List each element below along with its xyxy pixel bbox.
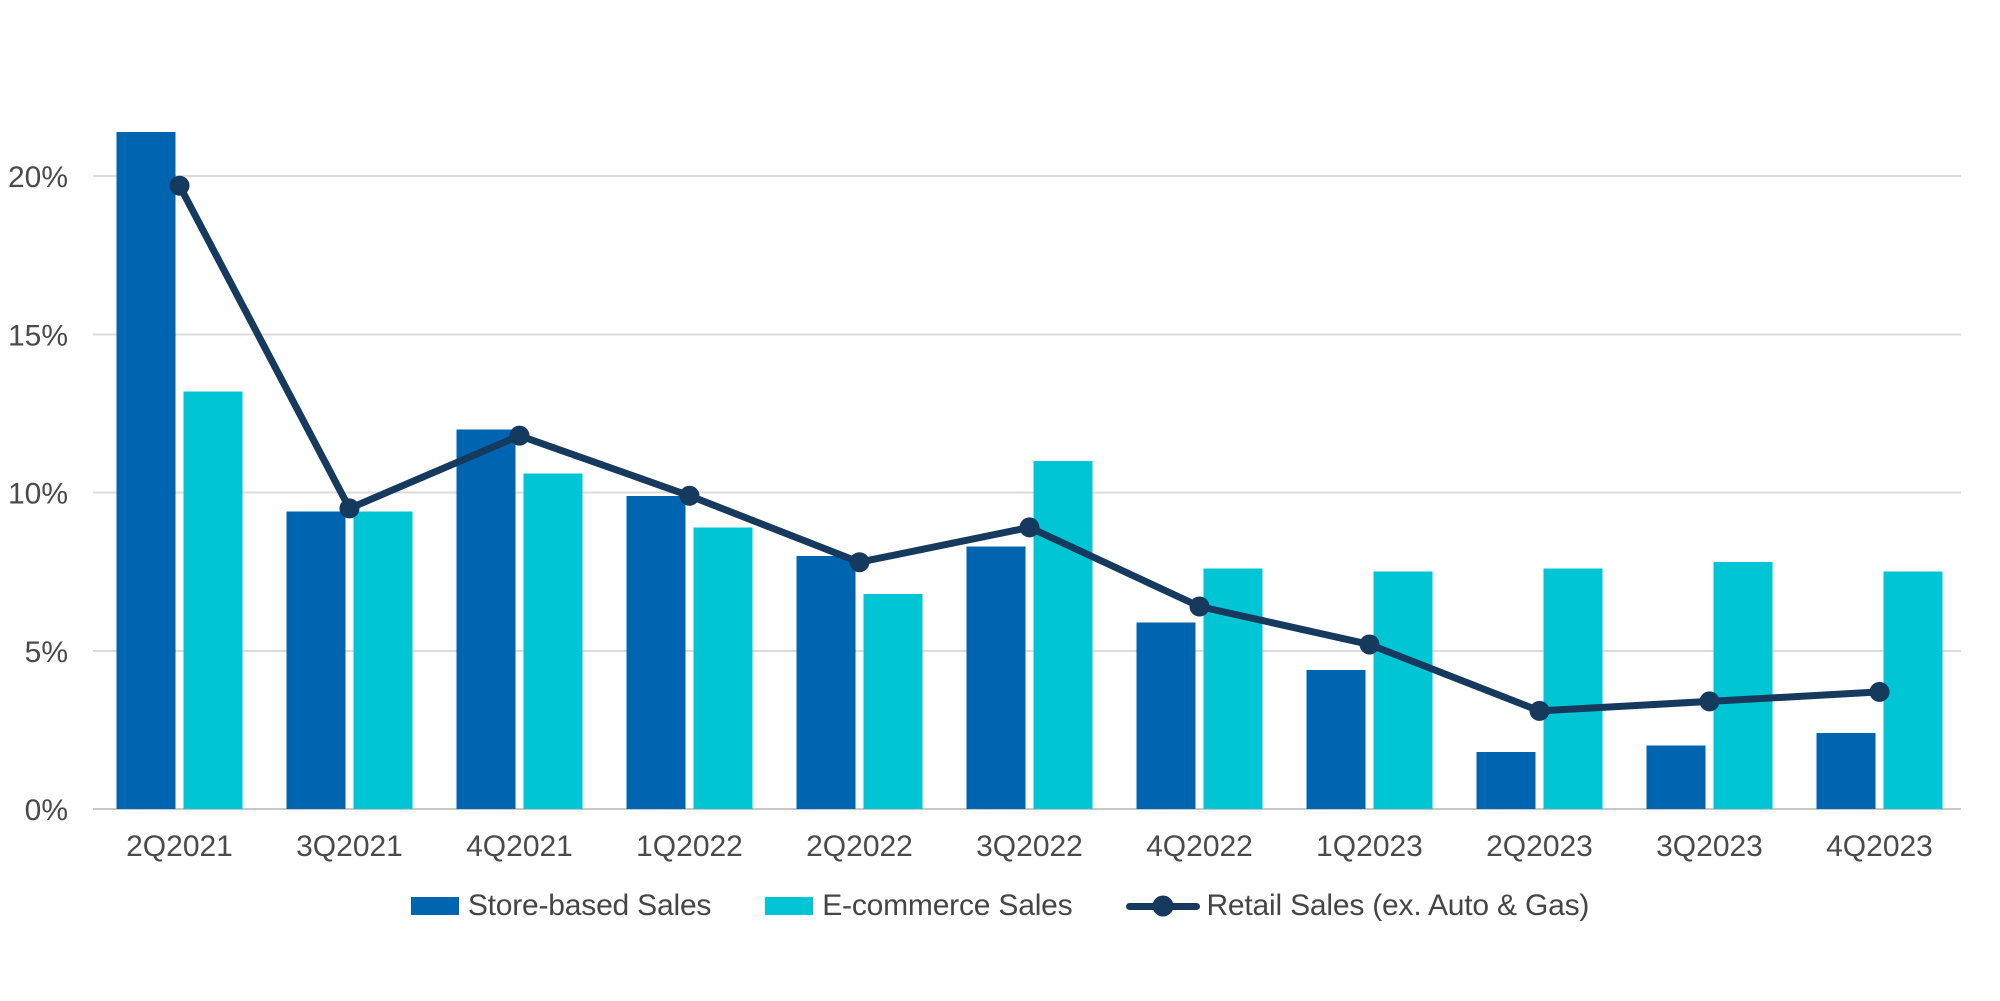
retail-sales-point-1Q2022	[679, 485, 700, 506]
store-based-sales-bar-1Q2023	[1306, 669, 1366, 809]
e-commerce-sales-bar-2Q2021	[183, 391, 243, 809]
y-tick-label-10%: 10%	[8, 478, 68, 511]
x-tick-label-4Q2023: 4Q2023	[1826, 830, 1933, 863]
x-tick-label-3Q2022: 3Q2022	[976, 830, 1083, 863]
x-tick-label-2Q2022: 2Q2022	[806, 830, 913, 863]
retail-sales-point-4Q2023	[1869, 681, 1890, 702]
store-based-sales-bar-3Q2022	[966, 546, 1026, 809]
store-based-sales-bar-2Q2022	[796, 555, 856, 809]
y-tick-label-0%: 0%	[25, 794, 68, 827]
retail-sales-point-4Q2022	[1189, 596, 1210, 617]
retail-sales-point-3Q2021	[339, 498, 360, 519]
store-based-sales-bar-3Q2023	[1646, 745, 1706, 809]
y-tick-label-5%: 5%	[25, 636, 68, 669]
x-tick-label-2Q2023: 2Q2023	[1486, 830, 1593, 863]
e-commerce-sales-bar-3Q2023	[1713, 562, 1773, 809]
store-based-sales-bar-2Q2023	[1476, 752, 1536, 809]
e-commerce-sales-bar-2Q2022	[863, 593, 923, 809]
retail-sales-point-2Q2023	[1529, 700, 1550, 721]
x-tick-label-4Q2021: 4Q2021	[466, 830, 573, 863]
retail-sales-line	[176, 182, 1883, 715]
store-based-sales-bar-3Q2021	[286, 511, 346, 809]
e-commerce-sales-bar-4Q2023	[1883, 571, 1943, 809]
retail-sales-point-1Q2023	[1359, 634, 1380, 655]
x-tick-label-3Q2023: 3Q2023	[1656, 830, 1763, 863]
x-tick-label-1Q2022: 1Q2022	[636, 830, 743, 863]
e-commerce-sales-bar-2Q2023	[1543, 568, 1603, 809]
retail-sales-point-3Q2022	[1019, 517, 1040, 538]
retail-sales-point-3Q2023	[1699, 691, 1720, 712]
e-commerce-sales-bar-3Q2022	[1033, 460, 1093, 809]
store-based-sales-bar-2Q2021	[116, 131, 176, 810]
x-tick-label-3Q2021: 3Q2021	[296, 830, 403, 863]
e-commerce-sales-bar-4Q2022	[1203, 568, 1263, 809]
store-based-sales-bar-1Q2022	[626, 495, 686, 809]
retail-sales-point-2Q2021	[169, 175, 190, 196]
e-commerce-sales-bar-3Q2021	[353, 511, 413, 809]
retail-sales-point-4Q2021	[509, 425, 530, 446]
x-tick-label-2Q2021: 2Q2021	[126, 830, 233, 863]
x-tick-label-4Q2022: 4Q2022	[1146, 830, 1253, 863]
e-commerce-sales-bar-4Q2021	[523, 473, 583, 809]
store-based-sales-bar-4Q2023	[1816, 733, 1876, 809]
store-based-sales-bar-4Q2021	[456, 429, 516, 809]
e-commerce-sales-bar-1Q2023	[1373, 571, 1433, 809]
y-tick-label-15%: 15%	[8, 319, 68, 352]
store-based-sales-bar-4Q2022	[1136, 622, 1196, 809]
y-tick-label-20%: 20%	[8, 161, 68, 194]
x-tick-label-1Q2023: 1Q2023	[1316, 830, 1423, 863]
e-commerce-sales-bar-1Q2022	[693, 527, 753, 809]
retail-sales-point-2Q2022	[849, 552, 870, 573]
